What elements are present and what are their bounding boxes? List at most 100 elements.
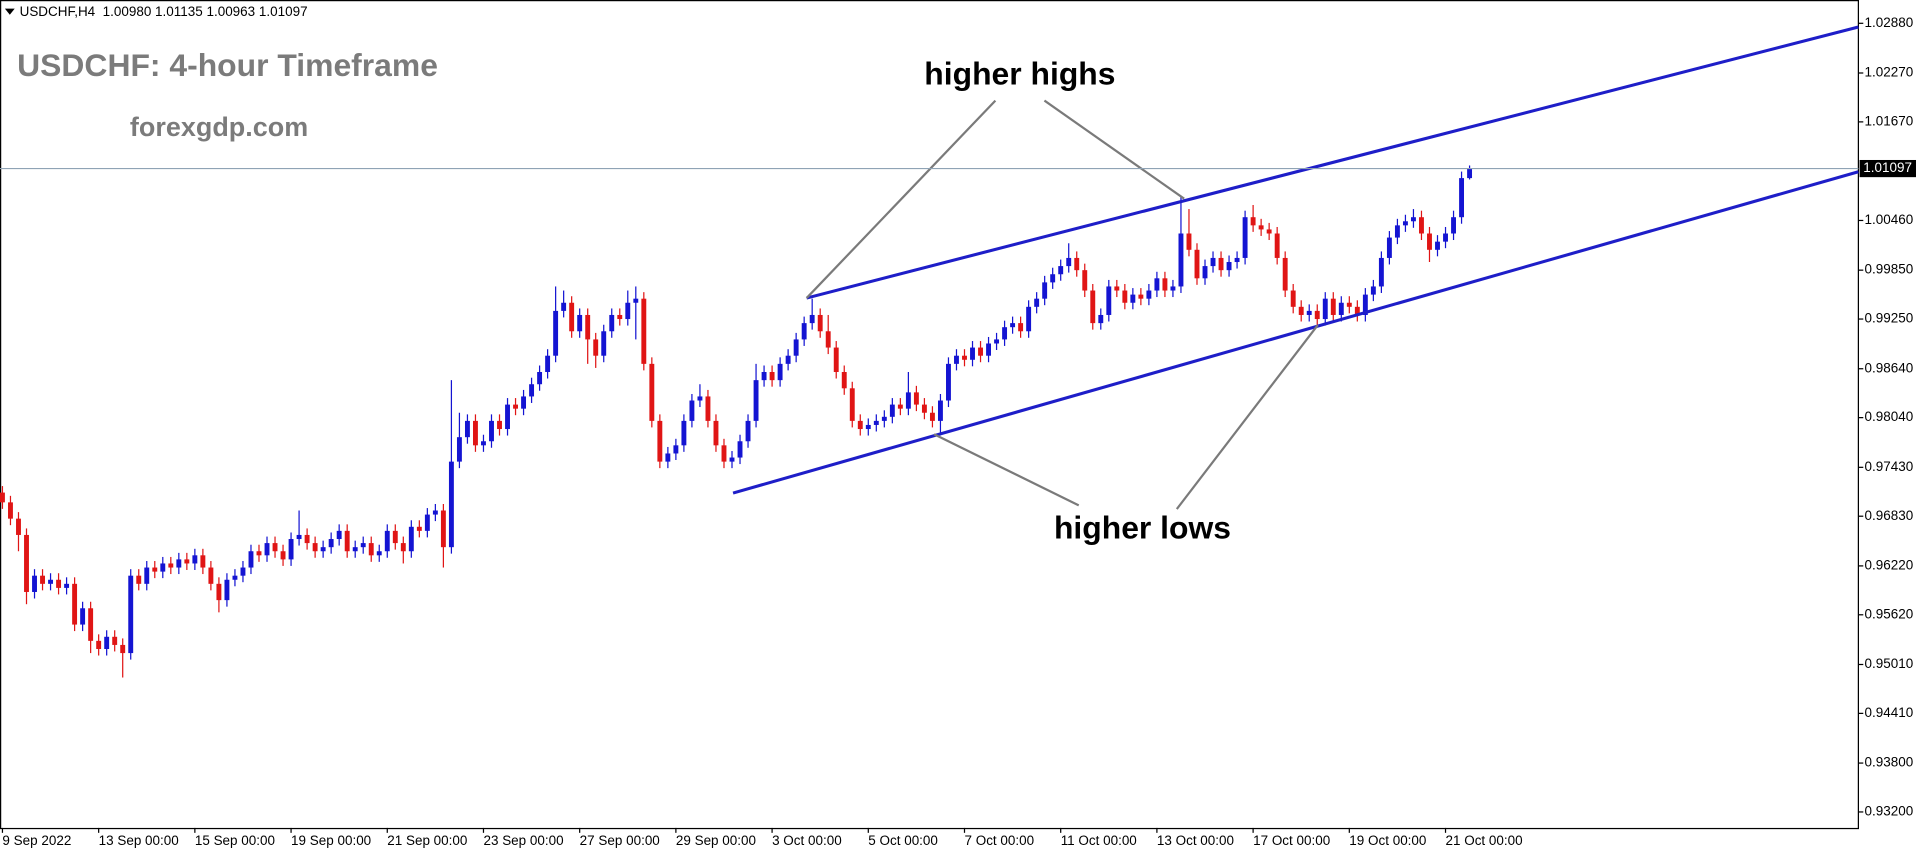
candle-body [1274, 233, 1280, 258]
candle-body [865, 424, 871, 430]
y-tick-label: 0.97430 [1865, 459, 1914, 474]
annotation-pointers [805, 99, 1319, 510]
candle-body [1050, 274, 1056, 283]
x-tick-label: 5 Oct 00:00 [868, 833, 938, 848]
candle-body [937, 400, 943, 421]
candle-body [897, 404, 903, 409]
x-tick-label: 3 Oct 00:00 [772, 833, 842, 848]
candle-body [833, 347, 839, 373]
candle-body [1362, 294, 1368, 315]
candle-body [1282, 257, 1288, 291]
x-tick-label: 13 Sep 00:00 [99, 833, 179, 848]
price-label: 1.01097 [1863, 160, 1912, 175]
candle-body [817, 314, 823, 332]
candle-body [753, 380, 759, 421]
candle-body [994, 339, 1000, 344]
candle-body [921, 404, 927, 413]
menu-arrow[interactable] [4, 8, 15, 15]
candle-body [1186, 233, 1192, 250]
candle-body [304, 534, 310, 544]
candle-body [1250, 217, 1256, 226]
candle-body [825, 331, 831, 348]
candle-body [946, 363, 951, 401]
candle-body [873, 420, 879, 425]
candle-body [328, 539, 334, 548]
candle-body [1338, 302, 1344, 315]
x-tick-label: 21 Oct 00:00 [1446, 833, 1523, 848]
candle-body [737, 441, 743, 458]
x-tick-label: 27 Sep 00:00 [580, 833, 660, 848]
candle-body [785, 355, 791, 364]
candle-body [505, 404, 510, 430]
candle-body [288, 539, 294, 560]
y-tick-label: 0.95620 [1865, 606, 1914, 621]
candle-body [72, 583, 78, 625]
x-tick-label: 23 Sep 00:00 [483, 833, 563, 848]
candle-body [160, 563, 166, 572]
candle-body [641, 298, 647, 364]
candle-body [280, 551, 286, 560]
candle-body [424, 514, 430, 531]
candle-body [1034, 298, 1040, 307]
candle-body [240, 567, 246, 576]
candle-body [1138, 294, 1144, 299]
candle-body [344, 530, 350, 552]
x-tick-label: 9 Sep 2022 [2, 833, 71, 848]
candle-body [585, 314, 591, 340]
candle-body [392, 530, 398, 544]
candle-body [801, 323, 807, 340]
candle-body [96, 640, 102, 650]
candle-body [986, 343, 991, 356]
candle-body [1202, 266, 1208, 279]
candle-body [136, 575, 142, 584]
candle-body [264, 543, 270, 556]
candle-body [192, 555, 198, 564]
candle-body [408, 526, 414, 552]
annotation: higher highs [924, 55, 1115, 91]
candle-body [120, 644, 126, 654]
pointer [1175, 324, 1319, 510]
y-tick-label: 1.02880 [1865, 15, 1914, 30]
candle-body [1218, 257, 1224, 271]
candle-body [1234, 257, 1240, 263]
candle-body [657, 420, 663, 462]
candle-body [1427, 233, 1432, 250]
candle-body [384, 530, 390, 552]
y-tick-label: 0.96830 [1865, 508, 1914, 523]
candle-body [673, 445, 679, 454]
candle-body [168, 563, 174, 568]
candle-body [8, 502, 13, 519]
candle-body [713, 420, 719, 446]
symbol-header: USDCHF,H4 1.00980 1.01135 1.00963 1.0109… [20, 4, 308, 19]
candle-body [1242, 217, 1248, 258]
candle-body [1146, 290, 1152, 299]
candle-body [1090, 290, 1096, 324]
pointer [805, 99, 997, 299]
candle-body [561, 302, 567, 311]
candle-body [1467, 168, 1473, 179]
candle-body [440, 510, 446, 548]
candle-body [633, 298, 639, 303]
lower-trend-line [732, 170, 1859, 495]
candle-body [144, 567, 150, 584]
candle-body [360, 543, 366, 548]
candle-body [400, 543, 406, 552]
candle-body [1154, 278, 1160, 291]
candle-body [681, 420, 687, 446]
chart-title: USDCHF: 4-hour Timeframe [17, 47, 438, 83]
candle-body [448, 461, 454, 548]
candle-body [1098, 314, 1104, 324]
x-tick-label: 29 Sep 00:00 [676, 833, 756, 848]
candle-body [537, 372, 543, 385]
candle-body [464, 420, 470, 438]
candle-body [312, 543, 318, 552]
y-tick-label: 0.94410 [1865, 705, 1914, 720]
price-label-box [1859, 159, 1916, 178]
candle-body [248, 551, 254, 568]
candle-body [617, 314, 623, 320]
candle-body [545, 355, 551, 373]
candle-body [1386, 237, 1392, 258]
x-tick-label: 7 Oct 00:00 [964, 833, 1034, 848]
candle-body [1322, 298, 1328, 320]
